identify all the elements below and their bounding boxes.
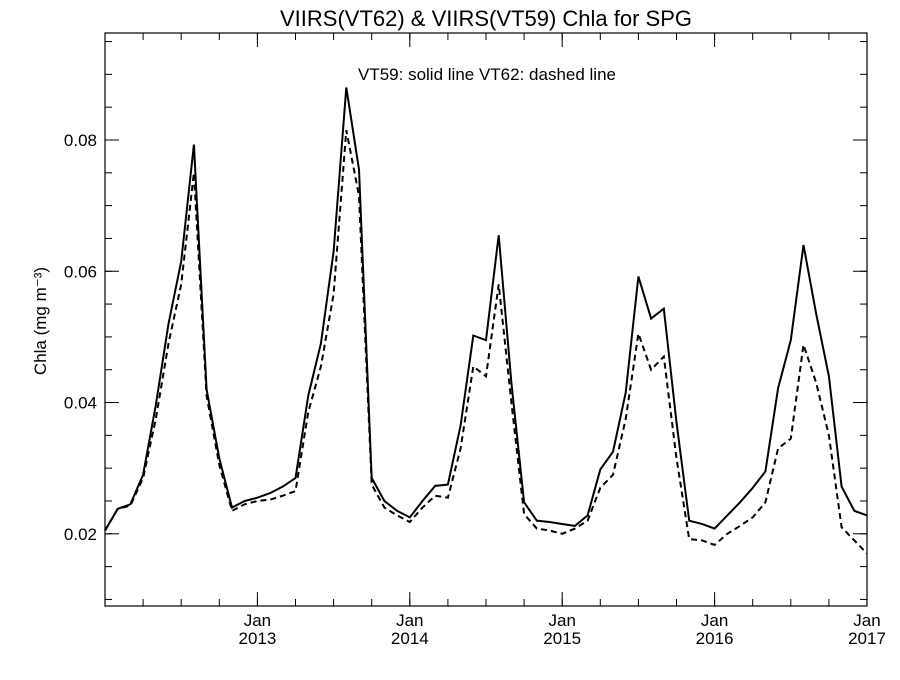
x-tick-month-label: Jan [701,611,728,630]
series-line-vt59 [104,87,868,532]
y-tick-label: 0.04 [64,394,97,413]
plot-frame [104,32,868,607]
x-tick-month-label: Jan [244,611,271,630]
x-tick-month-label: Jan [396,611,423,630]
axis-ticks [104,33,868,606]
x-tick-year-label: 2017 [848,629,886,648]
y-tick-labels: 0.02 0.04 0.06 0.08 [64,131,97,544]
x-tick-year-label: 2015 [543,629,581,648]
series-lines [104,87,868,555]
line-style-annotation: VT59: solid line VT62: dashed line [358,65,616,84]
x-tick-year-label: 2014 [391,629,429,648]
x-tick-year-label: 2013 [238,629,276,648]
series-line-vt62 [104,129,868,555]
y-tick-label: 0.02 [64,525,97,544]
chart-title: VIIRS(VT62) & VIIRS(VT59) Chla for SPG [280,6,692,31]
y-tick-label: 0.06 [64,262,97,281]
x-tick-year-label: 2016 [696,629,734,648]
y-axis-label: Chla (mg m⁻³) [31,267,50,375]
x-tick-month-label: Jan [548,611,575,630]
x-tick-month-label: Jan [853,611,880,630]
y-tick-label: 0.08 [64,131,97,150]
